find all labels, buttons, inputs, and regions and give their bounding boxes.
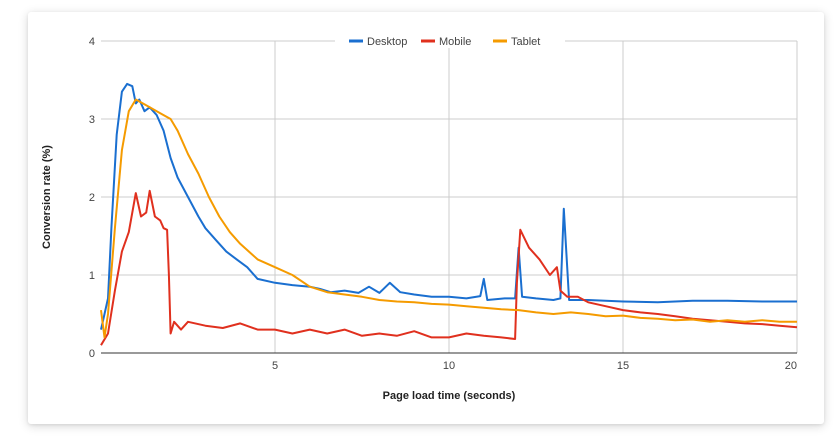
line-chart: 0 5 10 15 20 0 1 2 3 4 Desktop Mobile Tablet Page …: [41, 34, 798, 402]
legend-label-tablet: Tablet: [511, 36, 540, 48]
x-tick-label: 10: [443, 360, 455, 372]
y-tick-labels: 0 1 2 3 4: [89, 36, 95, 360]
legend-label-desktop: Desktop: [367, 36, 407, 48]
y-axis-title: Conversion rate (%): [41, 145, 53, 249]
legend: Desktop Mobile Tablet: [335, 34, 565, 48]
x-tick-label: 20: [785, 360, 797, 372]
legend-background: [335, 34, 565, 48]
x-axis-title: Page load time (seconds): [383, 390, 516, 402]
series-line-desktop: [100, 82, 797, 330]
series-line-mobile: [100, 189, 798, 346]
y-tick-label: 4: [89, 36, 95, 48]
y-tick-label: 1: [89, 270, 95, 282]
chart-card: 0 5 10 15 20 0 1 2 3 4 Desktop Mobile Tablet Page …: [28, 12, 824, 424]
legend-label-mobile: Mobile: [439, 36, 471, 48]
y-tick-label: 2: [89, 192, 95, 204]
series-layer: [100, 82, 798, 346]
x-tick-labels: 05101520: [272, 360, 797, 372]
series-line-tablet: [100, 98, 797, 339]
y-tick-label: 3: [89, 114, 95, 126]
gridlines: [101, 40, 798, 353]
x-tick-label: 15: [617, 360, 629, 372]
x-tick-label: 5: [272, 360, 278, 372]
y-tick-label: 0: [89, 348, 95, 360]
